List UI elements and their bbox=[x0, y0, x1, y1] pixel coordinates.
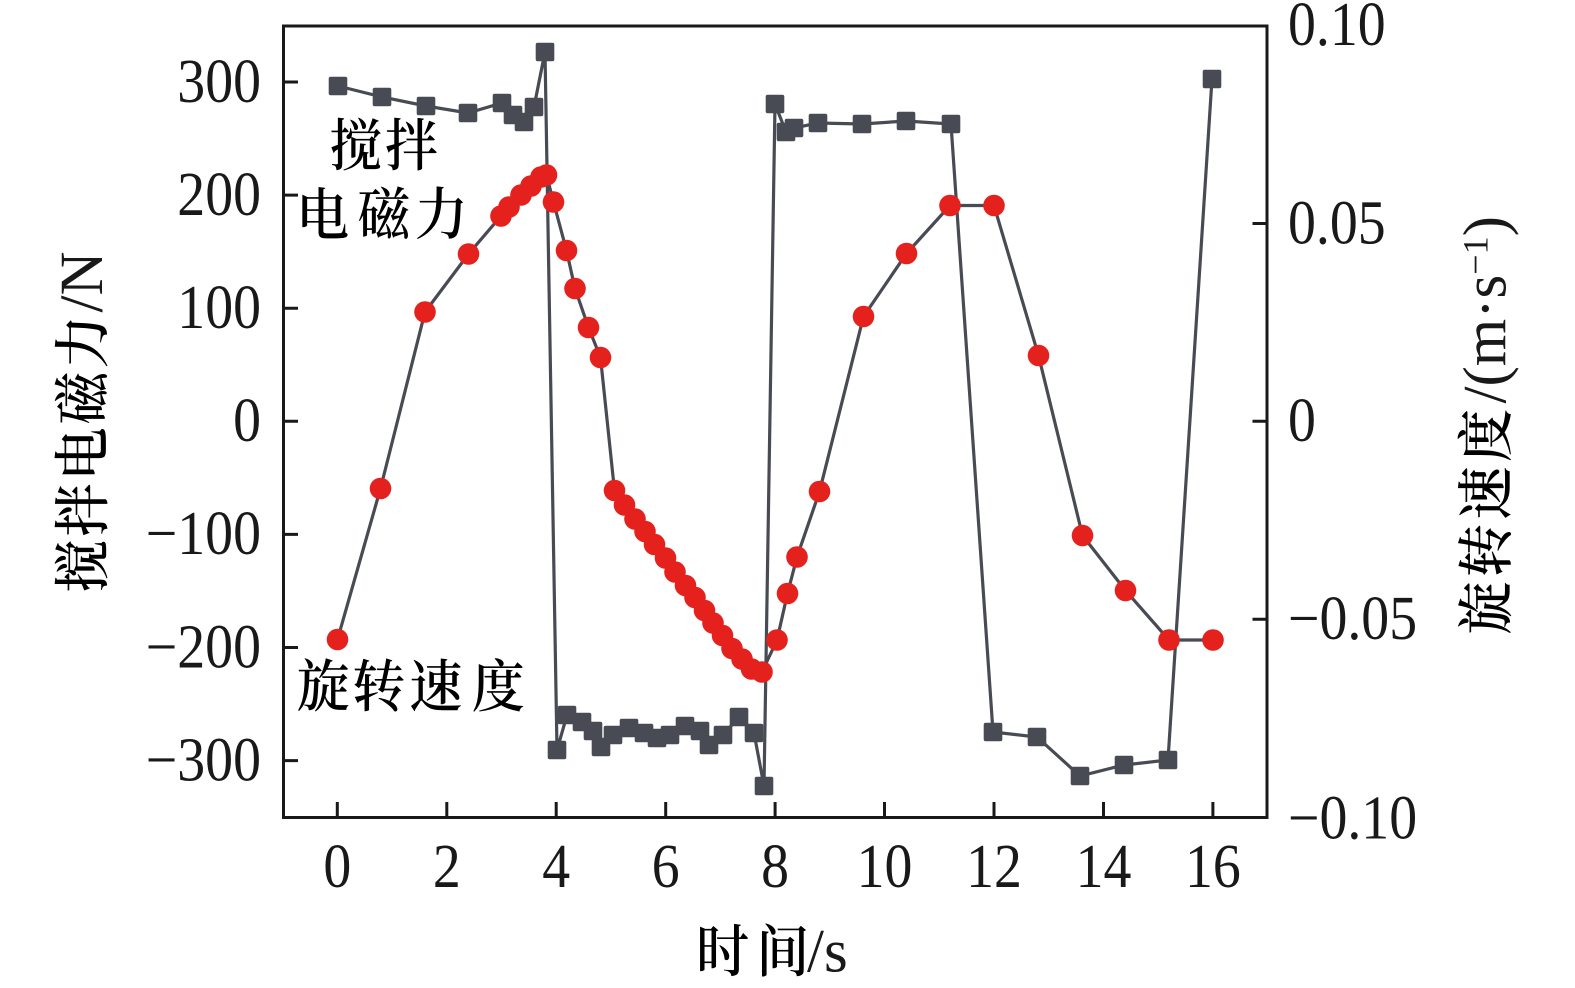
svg-text:−300: −300 bbox=[146, 726, 261, 794]
svg-text:4: 4 bbox=[542, 833, 570, 901]
svg-text:2: 2 bbox=[433, 833, 461, 901]
svg-text:/N: /N bbox=[49, 252, 116, 313]
svg-text:6: 6 bbox=[652, 833, 680, 901]
svg-text:8: 8 bbox=[761, 833, 789, 901]
svg-text:10: 10 bbox=[857, 833, 913, 901]
svg-text:/s: /s bbox=[807, 919, 848, 986]
svg-text:300: 300 bbox=[177, 48, 261, 116]
svg-text:−100: −100 bbox=[146, 500, 261, 568]
svg-text:−200: −200 bbox=[146, 613, 261, 681]
svg-text:14: 14 bbox=[1076, 833, 1132, 901]
svg-text:100: 100 bbox=[177, 274, 261, 342]
svg-text:200: 200 bbox=[177, 161, 261, 229]
svg-text:0.05: 0.05 bbox=[1288, 189, 1386, 257]
svg-text:0.10: 0.10 bbox=[1288, 0, 1386, 59]
svg-text:16: 16 bbox=[1185, 833, 1241, 901]
svg-text:0: 0 bbox=[323, 833, 351, 901]
svg-text:0: 0 bbox=[233, 387, 261, 455]
svg-text:−0.10: −0.10 bbox=[1288, 785, 1417, 853]
svg-text:12: 12 bbox=[966, 833, 1022, 901]
svg-text:0: 0 bbox=[1288, 387, 1316, 455]
svg-text:−0.05: −0.05 bbox=[1288, 585, 1417, 653]
